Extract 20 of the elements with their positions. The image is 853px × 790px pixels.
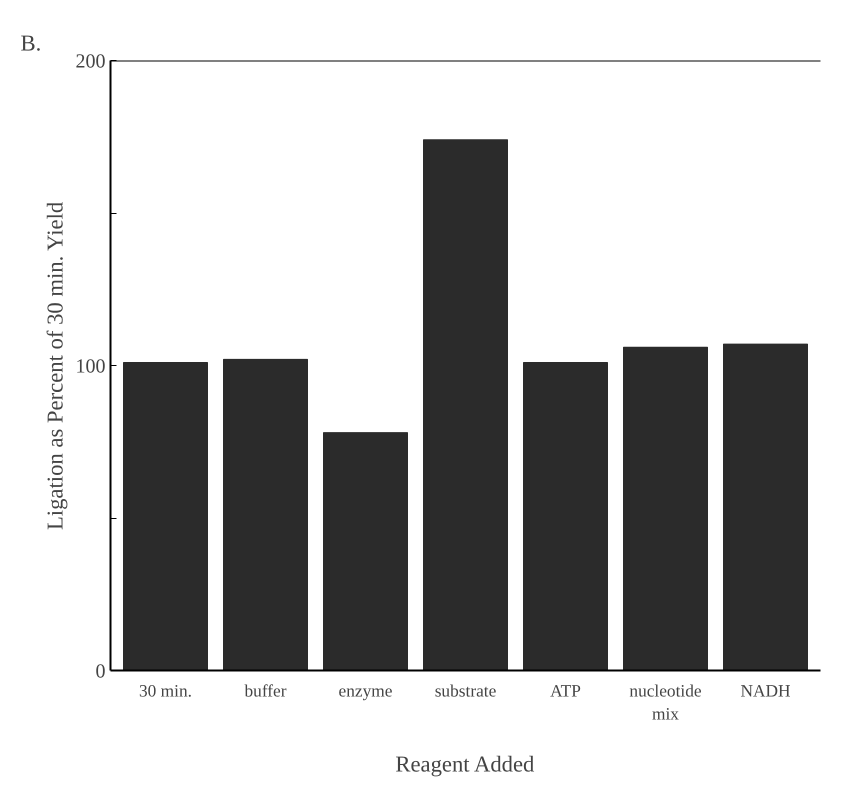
x-axis-title: Reagent Added — [395, 751, 536, 776]
x-tick-label: substrate — [434, 682, 497, 700]
chart-title: B. — [20, 30, 42, 56]
bar — [723, 344, 808, 670]
y-tick-label: 100 — [76, 356, 106, 378]
y-tick-label: 0 — [96, 660, 106, 682]
bar — [323, 432, 408, 670]
x-tick-label: ATP — [550, 682, 581, 700]
bar — [423, 139, 508, 670]
x-tick-label: 30 min. — [139, 682, 192, 700]
x-tick-label: buffer — [244, 682, 287, 700]
bar — [523, 362, 608, 670]
y-tick-label: 200 — [76, 50, 106, 72]
x-tick-label: enzyme — [338, 682, 393, 700]
bar — [123, 362, 208, 670]
x-tick-label: nucleotide mix — [629, 682, 702, 724]
x-tick-label: NADH — [740, 682, 791, 700]
bar — [223, 358, 308, 670]
bar — [623, 346, 708, 670]
y-axis-title: Ligation as Percent of 30 min. Yield — [42, 201, 68, 530]
